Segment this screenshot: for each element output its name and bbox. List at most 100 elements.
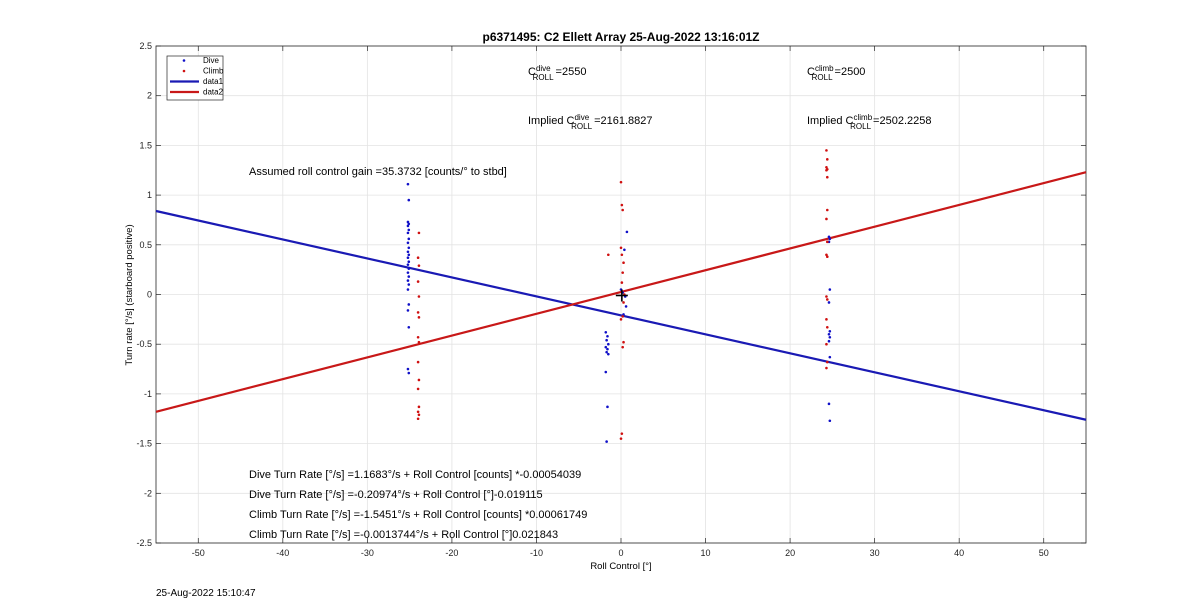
point-climb — [825, 326, 829, 329]
fit-lines — [155, 171, 1087, 421]
point-dive — [606, 405, 609, 409]
implied-climb-value: =2502.2258 — [873, 115, 931, 127]
point-climb — [620, 253, 624, 257]
point-dive — [606, 334, 609, 338]
point-climb — [825, 253, 828, 257]
point-dive — [606, 347, 609, 351]
point-dive — [407, 371, 411, 375]
print-timestamp: 25-Aug-2022 15:10:47 — [156, 588, 256, 599]
point-climb — [622, 301, 625, 304]
c-roll-climb-value: =2500 — [835, 66, 866, 78]
point-climb — [825, 149, 828, 152]
point-climb — [621, 345, 624, 349]
fit-line-data1 — [155, 209, 1087, 421]
point-climb — [825, 208, 829, 212]
point-climb — [621, 315, 624, 318]
x-tick-label: 30 — [870, 548, 880, 558]
c-roll-climb-base: C — [807, 66, 815, 78]
x-tick-label: -20 — [445, 548, 458, 558]
point-dive — [406, 256, 410, 260]
origin-marker — [615, 289, 628, 302]
x-axis-label: Roll Control [°] — [590, 561, 651, 572]
point-climb — [417, 340, 421, 344]
point-dive — [607, 342, 610, 346]
point-dive — [406, 241, 410, 245]
point-dive — [406, 224, 410, 228]
point-climb — [825, 298, 829, 301]
c-roll-dive-base: C — [528, 66, 536, 78]
point-climb — [825, 168, 828, 172]
legend-label-dive: Dive — [203, 56, 220, 65]
point-dive — [604, 330, 608, 334]
point-climb — [607, 253, 610, 257]
point-climb — [417, 316, 421, 319]
point-dive — [407, 275, 411, 278]
y-axis-label: Turn rate [°/s] (starboard positive) — [124, 224, 135, 365]
point-dive — [406, 271, 410, 274]
implied-dive-annotation: Implied Cdive ROLL =2161.8827 — [528, 113, 652, 131]
y-tick-label: -2.5 — [136, 538, 152, 548]
point-dive — [828, 335, 832, 339]
point-climb — [620, 281, 624, 284]
point-dive — [406, 182, 410, 186]
point-dive — [406, 250, 410, 254]
x-tick-label: 0 — [618, 548, 623, 558]
point-dive — [407, 303, 411, 306]
fit-line-data2 — [155, 171, 1087, 413]
point-dive — [406, 367, 410, 371]
point-dive — [827, 339, 831, 343]
point-climb — [825, 360, 829, 364]
point-dive — [407, 246, 411, 250]
x-tick-label: -40 — [276, 548, 289, 558]
point-climb — [416, 256, 420, 260]
legend-label-climb: Climb — [203, 67, 224, 76]
point-climb — [825, 255, 829, 259]
point-dive — [407, 260, 411, 263]
y-tick-label: -1.5 — [136, 439, 152, 449]
y-tick-label: 1.5 — [139, 140, 152, 150]
point-dive — [407, 237, 411, 241]
point-climb — [417, 264, 421, 267]
point-dive — [827, 235, 831, 239]
y-tick-label: -2 — [144, 488, 152, 498]
point-dive — [827, 332, 831, 336]
point-dive — [407, 222, 411, 226]
point-dive — [407, 253, 411, 257]
x-tick-label: -10 — [530, 548, 543, 558]
implied-climb-sup: climb — [853, 113, 872, 122]
y-tick-label: -0.5 — [136, 339, 152, 349]
point-dive — [828, 419, 832, 423]
point-climb — [621, 208, 624, 212]
legend-marker-dive — [182, 59, 186, 62]
y-tick-label: 0.5 — [139, 240, 152, 250]
point-dive — [406, 263, 410, 266]
point-dive — [624, 305, 628, 308]
legend-label-data1: data1 — [203, 77, 224, 86]
implied-dive-sup: dive — [574, 113, 589, 122]
x-tick-label: -50 — [192, 548, 205, 558]
point-dive — [827, 402, 831, 406]
roll-gain-annotation: Assumed roll control gain =35.3732 [coun… — [249, 166, 507, 178]
x-tick-label: 40 — [954, 548, 964, 558]
legend-label-data2: data2 — [203, 88, 224, 97]
point-dive — [604, 345, 608, 349]
point-dive — [605, 440, 608, 443]
point-climb — [416, 387, 420, 391]
y-tick-label: -1 — [144, 389, 152, 399]
point-dive — [407, 326, 411, 329]
point-climb — [620, 432, 624, 435]
point-dive — [827, 301, 831, 304]
point-climb — [825, 318, 828, 321]
dive-equation-counts: Dive Turn Rate [°/s] =1.1683°/s + Roll C… — [249, 469, 581, 481]
point-dive — [604, 370, 608, 374]
point-dive — [407, 228, 411, 232]
point-climb — [622, 340, 625, 344]
point-climb — [825, 295, 828, 298]
y-tick-label: 0 — [147, 290, 152, 300]
point-climb — [825, 165, 828, 169]
x-tick-label: 20 — [785, 548, 795, 558]
